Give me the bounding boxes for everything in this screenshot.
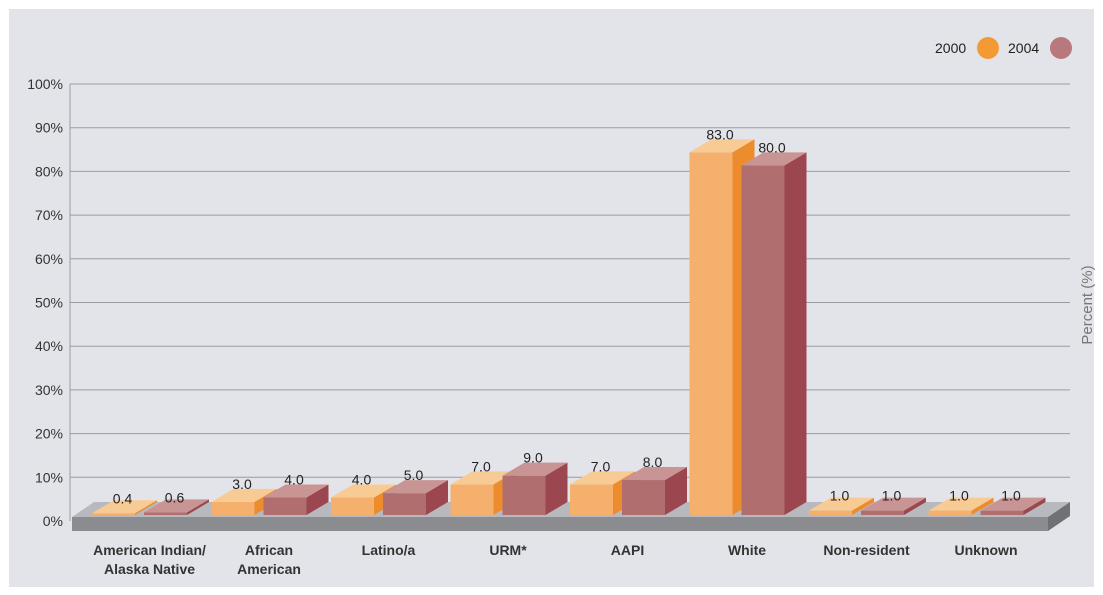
bar-front <box>383 493 426 515</box>
bar-top <box>809 497 874 511</box>
x-tick-label: Alaska Native <box>104 561 195 577</box>
data-label: 3.0 <box>232 476 252 492</box>
bar-front <box>928 510 972 515</box>
x-tick-label: URM* <box>489 542 527 558</box>
x-tick-label: American <box>237 561 301 577</box>
y-tick-label: 60% <box>35 251 63 267</box>
bar-top <box>980 497 1046 511</box>
x-tick-label: American Indian/ <box>93 542 206 558</box>
x-tick-label: AAPI <box>611 542 644 558</box>
data-label: 1.0 <box>949 488 969 504</box>
data-label: 0.4 <box>113 490 133 506</box>
y-tick-label: 40% <box>35 338 63 354</box>
x-tick-label: Unknown <box>955 542 1018 558</box>
data-label: 8.0 <box>643 454 663 470</box>
x-tick-label: African <box>245 542 293 558</box>
data-label: 4.0 <box>352 472 372 488</box>
bar-front <box>263 497 307 515</box>
y-axis-title: Percent (%) <box>1079 265 1096 344</box>
y-tick-label: 10% <box>35 469 63 485</box>
bar-top <box>144 499 209 513</box>
bar-side <box>187 499 209 515</box>
bar-front <box>92 513 135 515</box>
bar-front <box>861 510 904 515</box>
data-label: 80.0 <box>758 139 785 155</box>
bar-top <box>689 139 755 153</box>
legend-swatch <box>977 37 999 59</box>
floor-side <box>1048 502 1070 531</box>
bar-side <box>971 497 994 515</box>
bar-front <box>450 484 494 515</box>
bar-top <box>450 471 516 485</box>
y-tick-label: 20% <box>35 426 63 442</box>
bar-side <box>306 484 329 515</box>
y-tick-label: 90% <box>35 120 63 136</box>
x-tick-label: Non-resident <box>823 542 910 558</box>
y-tick-label: 0% <box>43 513 63 529</box>
bar-front <box>502 475 546 515</box>
y-tick-label: 70% <box>35 207 63 223</box>
y-tick-label: 100% <box>27 76 63 92</box>
bar-side <box>135 500 157 515</box>
data-label: 7.0 <box>591 458 611 474</box>
bar-top <box>263 484 329 498</box>
y-tick-label: 30% <box>35 382 63 398</box>
bar-side <box>1023 497 1046 515</box>
data-label: 5.0 <box>404 467 424 483</box>
bar-side <box>426 480 448 515</box>
data-label: 1.0 <box>1001 488 1021 504</box>
legend-label: 2004 <box>1008 40 1039 56</box>
bar-front <box>689 152 733 516</box>
y-tick-label: 50% <box>35 295 63 311</box>
data-label: 1.0 <box>882 488 902 504</box>
bar-side <box>904 497 926 515</box>
bar-front <box>211 501 255 515</box>
bar-side <box>852 497 874 515</box>
data-label: 7.0 <box>471 458 491 474</box>
data-label: 0.6 <box>165 489 185 505</box>
bar-front <box>741 165 785 515</box>
bar-top <box>570 471 635 485</box>
bar-side <box>784 152 807 515</box>
bar-top <box>928 497 994 511</box>
x-tick-label: White <box>728 542 766 558</box>
bar-front <box>144 512 187 515</box>
data-label: 83.0 <box>706 126 733 142</box>
bar-side <box>545 462 568 515</box>
y-tick-label: 80% <box>35 163 63 179</box>
bar-top <box>92 500 157 514</box>
bar-top <box>861 497 926 511</box>
bar-front <box>622 480 665 515</box>
bar-top <box>211 488 277 502</box>
bar-top <box>502 462 568 476</box>
floor-front <box>72 517 1048 531</box>
bar-front <box>331 497 374 515</box>
bar-top <box>383 480 448 494</box>
legend-label: 2000 <box>935 40 966 56</box>
bar-front <box>809 510 852 515</box>
x-tick-label: Latino/a <box>362 542 416 558</box>
bar-front <box>980 510 1024 515</box>
legend-swatch <box>1050 37 1072 59</box>
data-label: 1.0 <box>830 488 850 504</box>
data-label: 4.0 <box>284 472 304 488</box>
bar-front <box>570 484 613 515</box>
bar-side <box>665 467 687 515</box>
bar-top <box>331 484 396 498</box>
data-label: 9.0 <box>523 450 543 466</box>
bar-top <box>622 467 687 481</box>
bar-top <box>741 152 807 166</box>
